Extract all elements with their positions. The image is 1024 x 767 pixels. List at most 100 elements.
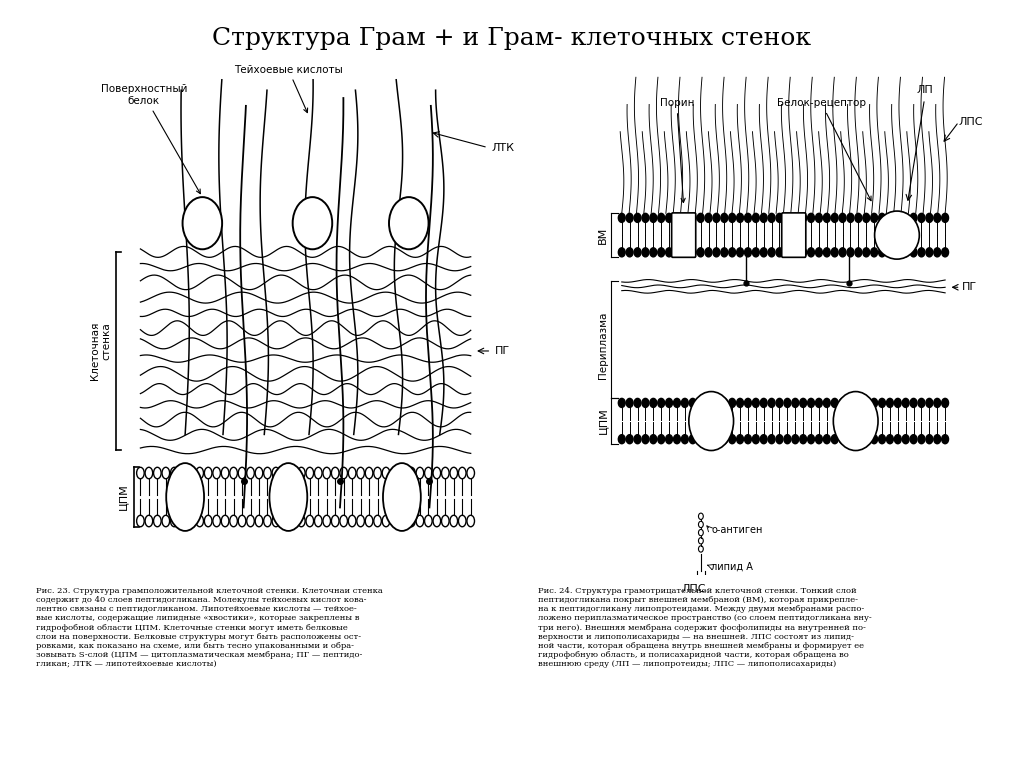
- Circle shape: [674, 435, 680, 444]
- Circle shape: [902, 248, 909, 257]
- Circle shape: [776, 213, 783, 222]
- Circle shape: [689, 213, 696, 222]
- Circle shape: [674, 213, 680, 222]
- Circle shape: [666, 435, 673, 444]
- Ellipse shape: [389, 197, 429, 249]
- Circle shape: [760, 248, 767, 257]
- Circle shape: [792, 435, 799, 444]
- Circle shape: [926, 213, 933, 222]
- Circle shape: [784, 398, 791, 407]
- Circle shape: [642, 248, 649, 257]
- Circle shape: [831, 248, 839, 257]
- Circle shape: [744, 435, 752, 444]
- Circle shape: [800, 435, 807, 444]
- Circle shape: [942, 248, 948, 257]
- Circle shape: [934, 398, 941, 407]
- Circle shape: [863, 398, 869, 407]
- Circle shape: [650, 248, 656, 257]
- Circle shape: [847, 398, 854, 407]
- Circle shape: [713, 248, 720, 257]
- Circle shape: [697, 248, 705, 257]
- Circle shape: [847, 248, 854, 257]
- Text: ЦПМ: ЦПМ: [598, 408, 608, 434]
- Text: Поверхностный
белок: Поверхностный белок: [100, 84, 201, 193]
- Circle shape: [681, 213, 688, 222]
- Circle shape: [681, 248, 688, 257]
- Circle shape: [768, 248, 775, 257]
- Circle shape: [823, 213, 830, 222]
- Circle shape: [753, 398, 759, 407]
- Circle shape: [792, 398, 799, 407]
- Circle shape: [736, 248, 743, 257]
- Circle shape: [618, 213, 626, 222]
- Ellipse shape: [166, 463, 204, 531]
- Circle shape: [657, 213, 665, 222]
- Circle shape: [674, 248, 680, 257]
- Circle shape: [744, 248, 752, 257]
- Circle shape: [870, 398, 878, 407]
- Text: Структура Грам + и Грам- клеточных стенок: Структура Грам + и Грам- клеточных стено…: [213, 27, 811, 50]
- Circle shape: [721, 213, 728, 222]
- Circle shape: [729, 213, 735, 222]
- Circle shape: [753, 435, 759, 444]
- Circle shape: [689, 435, 696, 444]
- Circle shape: [823, 435, 830, 444]
- Circle shape: [942, 213, 948, 222]
- Circle shape: [910, 248, 918, 257]
- Circle shape: [815, 398, 822, 407]
- Circle shape: [815, 435, 822, 444]
- Circle shape: [919, 435, 925, 444]
- Circle shape: [666, 248, 673, 257]
- Circle shape: [729, 248, 735, 257]
- Circle shape: [800, 248, 807, 257]
- Circle shape: [808, 435, 814, 444]
- Circle shape: [870, 248, 878, 257]
- Circle shape: [902, 435, 909, 444]
- Circle shape: [650, 398, 656, 407]
- Circle shape: [863, 435, 869, 444]
- Circle shape: [831, 435, 839, 444]
- Circle shape: [808, 213, 814, 222]
- Circle shape: [760, 398, 767, 407]
- Circle shape: [870, 213, 878, 222]
- Circle shape: [808, 248, 814, 257]
- Circle shape: [697, 213, 705, 222]
- Text: липид А: липид А: [712, 561, 753, 571]
- Circle shape: [753, 248, 759, 257]
- Circle shape: [910, 435, 918, 444]
- Circle shape: [768, 213, 775, 222]
- Circle shape: [847, 435, 854, 444]
- Text: Порин: Порин: [659, 98, 694, 202]
- Circle shape: [634, 248, 641, 257]
- Circle shape: [784, 213, 791, 222]
- Circle shape: [902, 213, 909, 222]
- Circle shape: [887, 213, 893, 222]
- Circle shape: [808, 398, 814, 407]
- Circle shape: [847, 213, 854, 222]
- Circle shape: [910, 398, 918, 407]
- Circle shape: [697, 398, 705, 407]
- Circle shape: [894, 398, 901, 407]
- Circle shape: [768, 435, 775, 444]
- Text: ЛТК: ЛТК: [492, 143, 514, 153]
- Circle shape: [776, 435, 783, 444]
- Circle shape: [657, 398, 665, 407]
- Circle shape: [934, 213, 941, 222]
- Circle shape: [657, 248, 665, 257]
- Ellipse shape: [383, 463, 421, 531]
- Circle shape: [634, 213, 641, 222]
- Ellipse shape: [834, 392, 878, 450]
- Text: Рис. 23. Структура грамположительной клеточной стенки. Клеточнаи стенка
содержит: Рис. 23. Структура грамположительной кле…: [36, 587, 383, 668]
- Circle shape: [713, 435, 720, 444]
- Circle shape: [839, 213, 846, 222]
- Text: Рис. 24. Структура грамотрицательной клеточной стенки. Тонкий слой
пептидогликан: Рис. 24. Структура грамотрицательной кле…: [538, 587, 871, 668]
- Ellipse shape: [182, 197, 222, 249]
- Circle shape: [776, 398, 783, 407]
- Circle shape: [713, 213, 720, 222]
- Circle shape: [666, 398, 673, 407]
- Circle shape: [942, 435, 948, 444]
- Circle shape: [744, 398, 752, 407]
- Circle shape: [879, 435, 886, 444]
- Circle shape: [839, 398, 846, 407]
- Circle shape: [831, 213, 839, 222]
